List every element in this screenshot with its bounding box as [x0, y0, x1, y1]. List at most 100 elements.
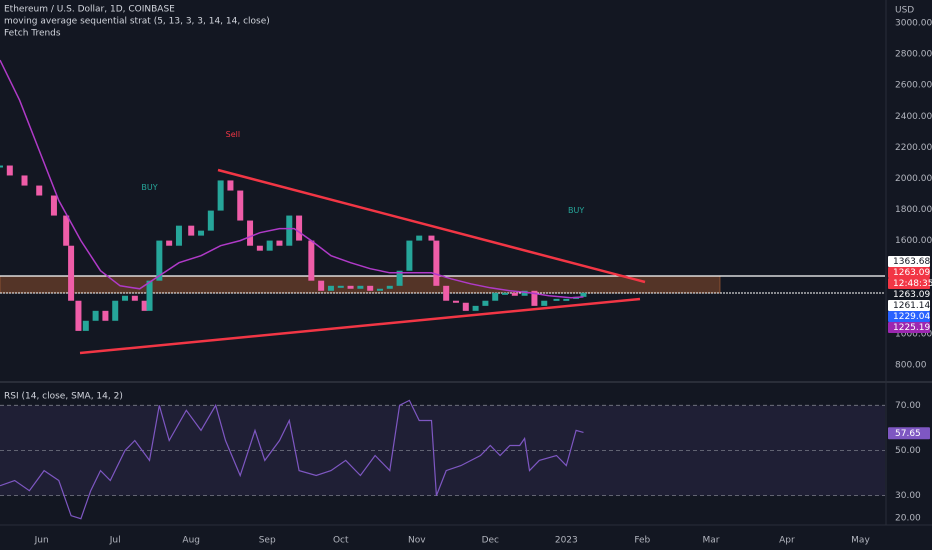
candle	[198, 230, 205, 236]
candle	[492, 292, 499, 301]
x-tick-label: Sep	[259, 536, 276, 546]
candle	[386, 285, 393, 289]
x-tick-label: Apr	[779, 536, 795, 546]
candle	[50, 195, 57, 216]
x-tick-label: Nov	[408, 536, 426, 546]
candle	[217, 180, 224, 211]
price-label-box	[888, 278, 930, 289]
rsi-value-box	[888, 427, 930, 440]
x-tick-label: Jun	[34, 536, 49, 546]
candle	[452, 300, 459, 303]
price-label: 1225.19	[893, 323, 930, 333]
candle	[63, 215, 70, 246]
candle	[541, 300, 548, 306]
y-tick-label: 20.00	[895, 514, 921, 524]
signal-label: BUY	[141, 183, 157, 192]
x-tick-label: Mar	[702, 536, 719, 546]
candle	[237, 190, 244, 221]
candle	[92, 310, 99, 321]
candle	[433, 240, 440, 286]
candle	[276, 240, 283, 246]
candle	[511, 292, 518, 296]
candle	[36, 185, 43, 196]
candle	[376, 288, 383, 291]
candle	[531, 290, 538, 306]
y-tick-label: 3000.00	[895, 19, 932, 29]
candle	[286, 215, 293, 246]
candle	[141, 300, 148, 311]
x-tick-label: Oct	[333, 536, 349, 546]
candle	[207, 210, 214, 231]
price-label: 1363.68	[893, 257, 930, 267]
candle	[188, 225, 195, 236]
price-label: 1261.14	[893, 301, 930, 311]
candle	[6, 165, 13, 176]
trends-label: Fetch Trends	[4, 29, 61, 39]
y-tick-label: 70.00	[895, 401, 921, 411]
candle	[327, 285, 334, 291]
candle	[462, 302, 469, 311]
price-label-box	[888, 289, 930, 300]
price-label: 12:48:35	[893, 279, 932, 289]
y-tick-label: 50.00	[895, 446, 921, 456]
price-label: 1229.04	[893, 312, 930, 322]
x-tick-label: Jul	[109, 536, 121, 546]
candle	[443, 285, 450, 301]
candle	[131, 295, 138, 301]
candle	[296, 215, 303, 241]
candle	[21, 175, 28, 186]
rsi-line	[0, 399, 584, 520]
candle	[68, 245, 75, 301]
x-tick-label: 2023	[555, 536, 578, 546]
candle	[166, 240, 173, 246]
x-tick-label: Feb	[634, 536, 650, 546]
rsi-title: RSI (14, close, SMA, 14, 2)	[4, 392, 123, 402]
candle	[175, 225, 182, 246]
trend-line-upper	[217, 168, 646, 284]
y-tick-label: 2800.00	[895, 50, 932, 60]
price-label-box	[888, 256, 930, 267]
candle	[102, 310, 109, 321]
candle	[82, 320, 89, 331]
signal-label: BUY	[568, 206, 584, 215]
candle	[227, 180, 234, 191]
candle	[553, 298, 560, 301]
y-tick-label: 2000.00	[895, 174, 932, 184]
candle	[266, 240, 273, 251]
candle	[337, 285, 344, 288]
y-tick-label: 1800.00	[895, 205, 932, 215]
candle	[521, 290, 528, 296]
candle	[580, 292, 587, 297]
moving-average	[0, 59, 584, 299]
candle	[247, 220, 254, 246]
candle	[146, 280, 153, 311]
signal-label: Sell	[226, 130, 240, 139]
candle	[416, 235, 423, 241]
price-label: 1263.09	[893, 268, 930, 278]
x-tick-label: May	[851, 536, 870, 546]
candle	[482, 300, 489, 306]
candle	[75, 300, 82, 331]
candle	[318, 280, 325, 291]
candle	[112, 300, 119, 321]
price-label-box	[888, 300, 930, 311]
candle	[0, 165, 3, 168]
candle	[347, 285, 354, 289]
candle	[428, 235, 435, 241]
candle	[256, 245, 263, 251]
symbol-title: Ethereum / U.S. Dollar, 1D, COINBASE	[4, 5, 175, 15]
candle	[396, 270, 403, 286]
x-tick-label: Dec	[482, 536, 499, 546]
candle	[502, 292, 509, 295]
price-label-box	[888, 267, 930, 278]
candle	[472, 305, 479, 311]
y-tick-label: 2600.00	[895, 81, 932, 91]
y-tick-label: 30.00	[895, 491, 921, 501]
y-tick-label: 800.00	[895, 360, 927, 370]
candle	[563, 298, 570, 301]
candle	[357, 285, 364, 289]
price-label: 1263.09	[893, 290, 930, 300]
currency: USD	[895, 6, 914, 16]
y-tick-label: 2400.00	[895, 112, 932, 122]
indicator-label: moving average sequential strat (5, 13, …	[4, 17, 270, 27]
